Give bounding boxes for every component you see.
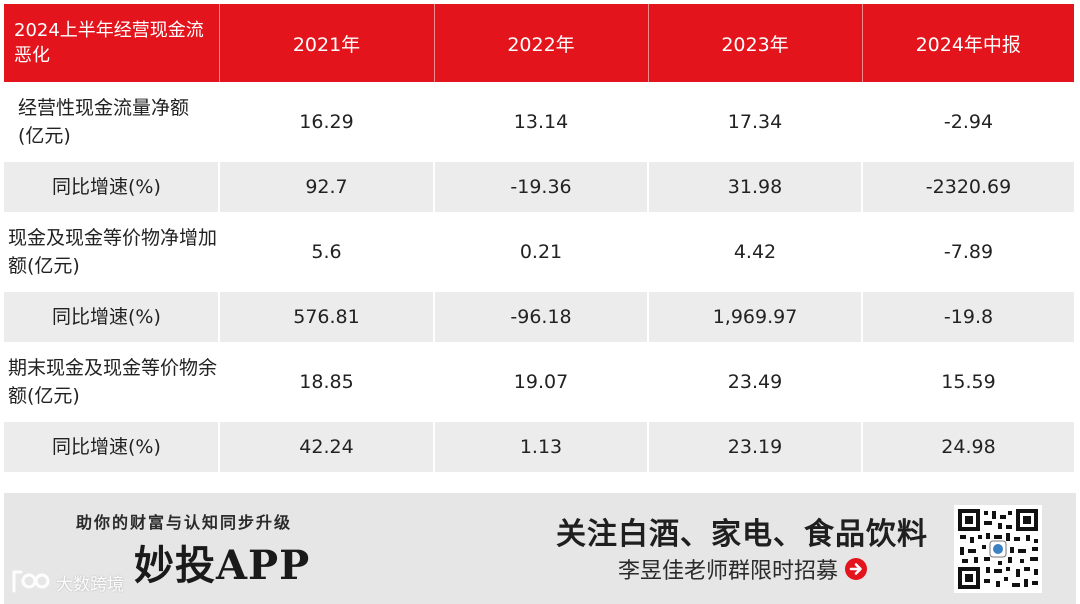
dashuju-logo-icon xyxy=(12,570,50,593)
table-row: 期末现金及现金等价物余额(亿元) 18.85 19.07 23.49 15.59 xyxy=(4,342,1074,421)
table-title: 2024上半年经营现金流恶化 xyxy=(14,20,204,66)
table-header-row: 2024上半年经营现金流恶化 2021年 2022年 2023年 2024年中报 xyxy=(4,4,1074,83)
header-2022: 2022年 xyxy=(433,4,648,83)
header-2021: 2021年 xyxy=(218,4,434,83)
table-cell: 17.34 xyxy=(647,82,862,161)
arrow-right-circle-icon[interactable] xyxy=(844,557,868,581)
row-label: 同比增速(%) xyxy=(4,420,219,472)
table-cell: 24.98 xyxy=(861,420,1074,472)
banner-headline: 关注白酒、家电、食品饮料 xyxy=(556,517,928,552)
promo-banner[interactable]: 助你的财富与认知同步升级 妙投APP 大数跨境 关注白酒、家电、食品饮料 李昱佳… xyxy=(4,493,1076,604)
row-label-text: 现金及现金等价物净增加额(亿元) xyxy=(8,227,218,277)
table-cell: 18.85 xyxy=(218,342,434,421)
row-label: 期末现金及现金等价物余额(亿元) xyxy=(4,342,219,421)
qr-code-icon[interactable] xyxy=(954,505,1042,593)
table-cell: 0.21 xyxy=(433,212,648,291)
row-label: 经营性现金流量净额(亿元) xyxy=(4,82,219,161)
table-cell: 576.81 xyxy=(218,290,434,343)
table-cell: 1.13 xyxy=(433,420,648,472)
watermark: 大数跨境 xyxy=(10,569,124,595)
table-row: 同比增速(%) 92.7 -19.36 31.98 -2320.69 xyxy=(4,160,1074,213)
banner-subline[interactable]: 李昱佳老师群限时招募 xyxy=(618,553,868,585)
table-cell: 15.59 xyxy=(861,342,1074,421)
table-row: 同比增速(%) 42.24 1.13 23.19 24.98 xyxy=(4,420,1074,472)
table-cell: 1,969.97 xyxy=(647,290,862,343)
row-label: 同比增速(%) xyxy=(4,160,219,213)
table-cell: 92.7 xyxy=(218,160,434,213)
table-cell: 42.24 xyxy=(218,420,434,472)
row-label-text: 经营性现金流量净额(亿元) xyxy=(18,97,190,147)
table-row: 经营性现金流量净额(亿元) 16.29 13.14 17.34 -2.94 xyxy=(4,82,1074,161)
table-title-cell: 2024上半年经营现金流恶化 xyxy=(4,4,219,83)
watermark-text: 大数跨境 xyxy=(56,574,124,595)
table-cell: -19.36 xyxy=(433,160,648,213)
table-cell: 19.07 xyxy=(433,342,648,421)
header-2024h1: 2024年中报 xyxy=(861,4,1074,83)
header-2023: 2023年 xyxy=(647,4,862,83)
table-cell: -7.89 xyxy=(861,212,1074,291)
table-cell: 4.42 xyxy=(647,212,862,291)
table-cell: 23.49 xyxy=(647,342,862,421)
table-cell: -19.8 xyxy=(861,290,1074,343)
row-label: 同比增速(%) xyxy=(4,290,219,343)
banner-subline-text: 李昱佳老师群限时招募 xyxy=(618,559,839,584)
banner-slogan: 助你的财富与认知同步升级 xyxy=(76,513,293,532)
cashflow-table: 2024上半年经营现金流恶化 2021年 2022年 2023年 2024年中报… xyxy=(4,4,1074,472)
table-cell: -96.18 xyxy=(433,290,648,343)
table-row: 现金及现金等价物净增加额(亿元) 5.6 0.21 4.42 -7.89 xyxy=(4,212,1074,291)
brand-name: 妙投APP xyxy=(134,542,311,589)
row-label-text: 期末现金及现金等价物余额(亿元) xyxy=(8,357,218,407)
table-cell: 16.29 xyxy=(218,82,434,161)
table-row: 同比增速(%) 576.81 -96.18 1,969.97 -19.8 xyxy=(4,290,1074,343)
table-cell: -2.94 xyxy=(861,82,1074,161)
table-cell: 5.6 xyxy=(218,212,434,291)
table-cell: 13.14 xyxy=(433,82,648,161)
row-label: 现金及现金等价物净增加额(亿元) xyxy=(4,212,219,291)
table-cell: -2320.69 xyxy=(861,160,1074,213)
table-cell: 23.19 xyxy=(647,420,862,472)
table-cell: 31.98 xyxy=(647,160,862,213)
